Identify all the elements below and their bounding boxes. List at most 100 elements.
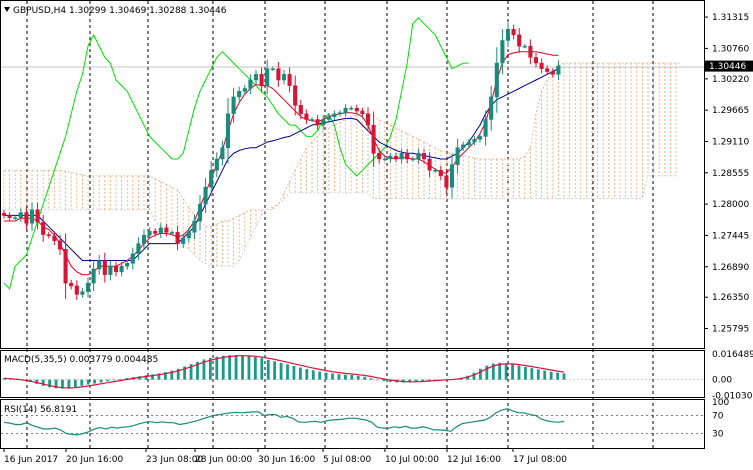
candle-body-64 <box>360 110 365 115</box>
candle-body-37 <box>209 170 214 188</box>
macd-bar-84 <box>543 370 547 380</box>
candle-body-42 <box>237 91 242 98</box>
candle-body-0 <box>1 212 7 216</box>
macd-bar-18 <box>118 379 122 380</box>
macd-bar-65 <box>421 379 424 382</box>
macd-bar-64 <box>414 379 418 382</box>
macd-bar-8 <box>54 379 58 389</box>
macd-bar-66 <box>427 379 431 381</box>
macd-bar-50 <box>324 372 328 380</box>
macd-tick-label-1: 0.00 <box>712 376 732 386</box>
macd-bar-38 <box>247 356 251 380</box>
price-tick-label-10: 1.25795 <box>712 325 749 335</box>
macd-signal-line <box>4 355 565 389</box>
candle-body-54 <box>304 113 309 120</box>
candle-body-1 <box>7 215 12 218</box>
time-tick-label-8: 17 Jul 08:00 <box>513 455 567 465</box>
candle-body-86 <box>483 119 488 137</box>
macd-bar-48 <box>311 370 315 380</box>
candle-body-48 <box>270 68 275 70</box>
candle-body-25 <box>141 234 147 244</box>
candle-body-56 <box>315 119 320 126</box>
macd-bar-51 <box>331 373 334 380</box>
candle-body-63 <box>354 107 359 112</box>
macd-bar-33 <box>215 356 219 380</box>
macd-bar-75 <box>485 365 489 380</box>
price-tick-label-6: 1.28000 <box>712 200 749 210</box>
macd-bar-34 <box>221 355 225 380</box>
macd-bar-79 <box>511 364 514 380</box>
macd-bar-87 <box>562 373 566 380</box>
candle-body-57 <box>321 119 326 126</box>
time-tick-label-6: 10 Jul 00:00 <box>385 455 439 465</box>
macd-bar-13 <box>86 379 90 385</box>
macd-bar-81 <box>524 366 527 380</box>
current-price-marker: 1.30446 <box>705 60 753 72</box>
candle-body-47 <box>265 68 270 86</box>
macd-bar-77 <box>498 362 502 380</box>
rsi-tick-label-1: 70 <box>712 412 724 422</box>
macd-bar-53 <box>343 374 347 380</box>
candle-body-62 <box>349 107 354 110</box>
price-tick-label-2: 1.30220 <box>712 75 749 85</box>
candle-body-6 <box>35 209 40 223</box>
candle-body-38 <box>214 158 219 171</box>
candle-body-75 <box>421 153 427 160</box>
macd-bar-82 <box>530 368 534 380</box>
candle-body-82 <box>461 144 466 148</box>
candle-body-77 <box>433 170 438 172</box>
macd-bar-23 <box>151 374 154 380</box>
candle-body-49 <box>276 68 281 81</box>
candle-body-45 <box>253 74 259 81</box>
macd-bar-78 <box>504 363 508 380</box>
candle-body-14 <box>80 291 85 295</box>
dropdown-triangle-icon[interactable] <box>4 7 10 12</box>
price-tick-label-7: 1.27445 <box>712 231 749 241</box>
macd-tick-label-0: 0.016489 <box>712 350 753 360</box>
macd-bar-28 <box>183 366 187 380</box>
macd-bar-26 <box>170 370 174 380</box>
price-tick-label-1: 1.30760 <box>712 44 749 54</box>
candle-body-3 <box>18 212 23 218</box>
candle-body-36 <box>203 186 208 205</box>
macd-bar-36 <box>234 355 238 380</box>
candle-body-28 <box>158 227 163 234</box>
candle-body-66 <box>371 124 376 154</box>
candle-body-29 <box>164 227 169 233</box>
macd-bar-43 <box>279 362 283 380</box>
price-tick-label-4: 1.29110 <box>712 137 749 147</box>
candle-body-52 <box>293 85 298 106</box>
candle-body-46 <box>259 74 264 86</box>
candlesticks <box>1 22 561 301</box>
candle-body-26 <box>147 230 152 236</box>
macd-bar-56 <box>363 376 367 380</box>
candle-body-81 <box>455 147 460 165</box>
main-panel <box>0 0 705 349</box>
macd-bar-6 <box>41 379 45 386</box>
price-tick-label-3: 1.29665 <box>712 106 749 116</box>
macd-bar-86 <box>556 372 559 380</box>
macd-bar-9 <box>61 379 64 389</box>
macd-bar-76 <box>491 363 495 380</box>
macd-bar-5 <box>35 379 39 384</box>
candle-body-8 <box>46 234 51 236</box>
macd-bar-24 <box>157 373 161 380</box>
candle-body-20 <box>113 265 119 273</box>
macd-bar-32 <box>208 357 212 380</box>
candle-body-73 <box>410 158 415 161</box>
candle-body-2 <box>13 217 18 219</box>
time-tick-label-5: 5 Jul 08:00 <box>323 455 372 465</box>
candle-body-40 <box>225 113 231 148</box>
candle-body-90 <box>505 28 511 41</box>
macd-bar-74 <box>479 368 482 380</box>
candle-body-60 <box>337 112 343 115</box>
candle-body-94 <box>528 45 533 58</box>
candle-body-87 <box>489 96 494 120</box>
candle-body-67 <box>377 153 382 160</box>
candle-body-19 <box>108 265 113 275</box>
macd-bar-40 <box>260 358 264 380</box>
candle-body-17 <box>97 260 102 270</box>
candle-body-27 <box>153 230 158 234</box>
